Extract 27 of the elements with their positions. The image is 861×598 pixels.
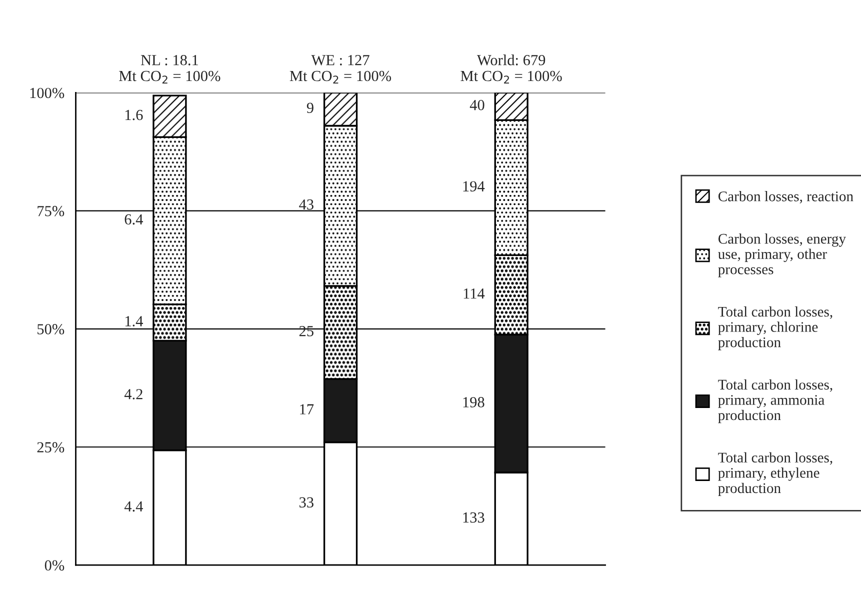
legend-label: Total carbon losses, primary, ethylene production [718,452,832,496]
annotation: 43 [299,199,314,210]
y-tick-label: 50% [38,324,64,334]
annotation: 4.2 [124,389,142,400]
legend-label: Total carbon losses, primary, ammonia production [718,379,832,424]
text: Carbon losses, energy use, primary, other processes [718,233,846,278]
text: Carbon losses, reaction [718,191,854,204]
annotation: 6.4 [124,214,143,225]
y-tick-label: 0% [44,560,64,571]
annotation: 133 [463,512,484,523]
text: Total carbon losses, primary, chlorine production [718,306,832,350]
annotation: 17 [300,404,314,414]
annotation: 194 [463,181,485,192]
y-tick-label: 25% [37,442,64,453]
annotation: 114 [464,288,485,299]
annotation: 1.4 [125,316,143,326]
annotation: 33 [300,497,314,508]
x-tick-label: WE : 127 Mt CO$_{2}$ = 100% [290,55,392,84]
annotation: 40 [470,100,484,110]
annotation: 1.6 [125,110,143,120]
annotation: 9 [306,102,314,114]
x-tick-label: NL : 18.1 Mt CO$_{2}$ = 100% [119,54,220,84]
annotation: 4.4 [124,501,143,512]
x-tick-label: World: 679 Mt CO$_{2}$ = 100% [460,54,562,84]
y-tick-label: 75% [38,206,64,216]
y-tick-label: 100% [30,88,64,98]
annotation: 198 [463,397,484,408]
